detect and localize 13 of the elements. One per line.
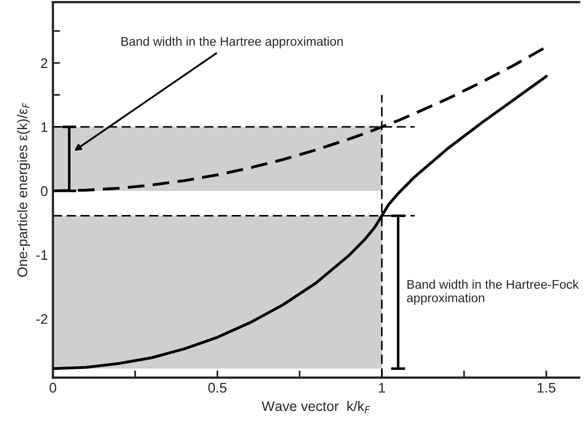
x-tick-label: 0 <box>50 382 56 393</box>
y-axis-title: One-particle energies ε(k)/ε$_{F}$ <box>17 102 30 277</box>
y-tick-label: 2 <box>41 58 48 68</box>
y-tick-label: 0 <box>40 186 48 196</box>
x-tick-label: 0.5 <box>208 382 226 393</box>
y-tick-label: -1 <box>36 250 48 260</box>
annotation: Band width in the Hartree approximation <box>122 36 343 48</box>
x-axis-title: Wave vector k/k$_{F}$ <box>262 400 370 414</box>
annotation: Band width in the Hartree-Fock approximation <box>407 280 579 305</box>
y-tick-label: -2 <box>36 314 48 324</box>
y-tick-label: 1 <box>41 122 48 132</box>
x-tick-label: 1 <box>379 382 386 393</box>
x-tick-label: 1.5 <box>538 382 556 393</box>
